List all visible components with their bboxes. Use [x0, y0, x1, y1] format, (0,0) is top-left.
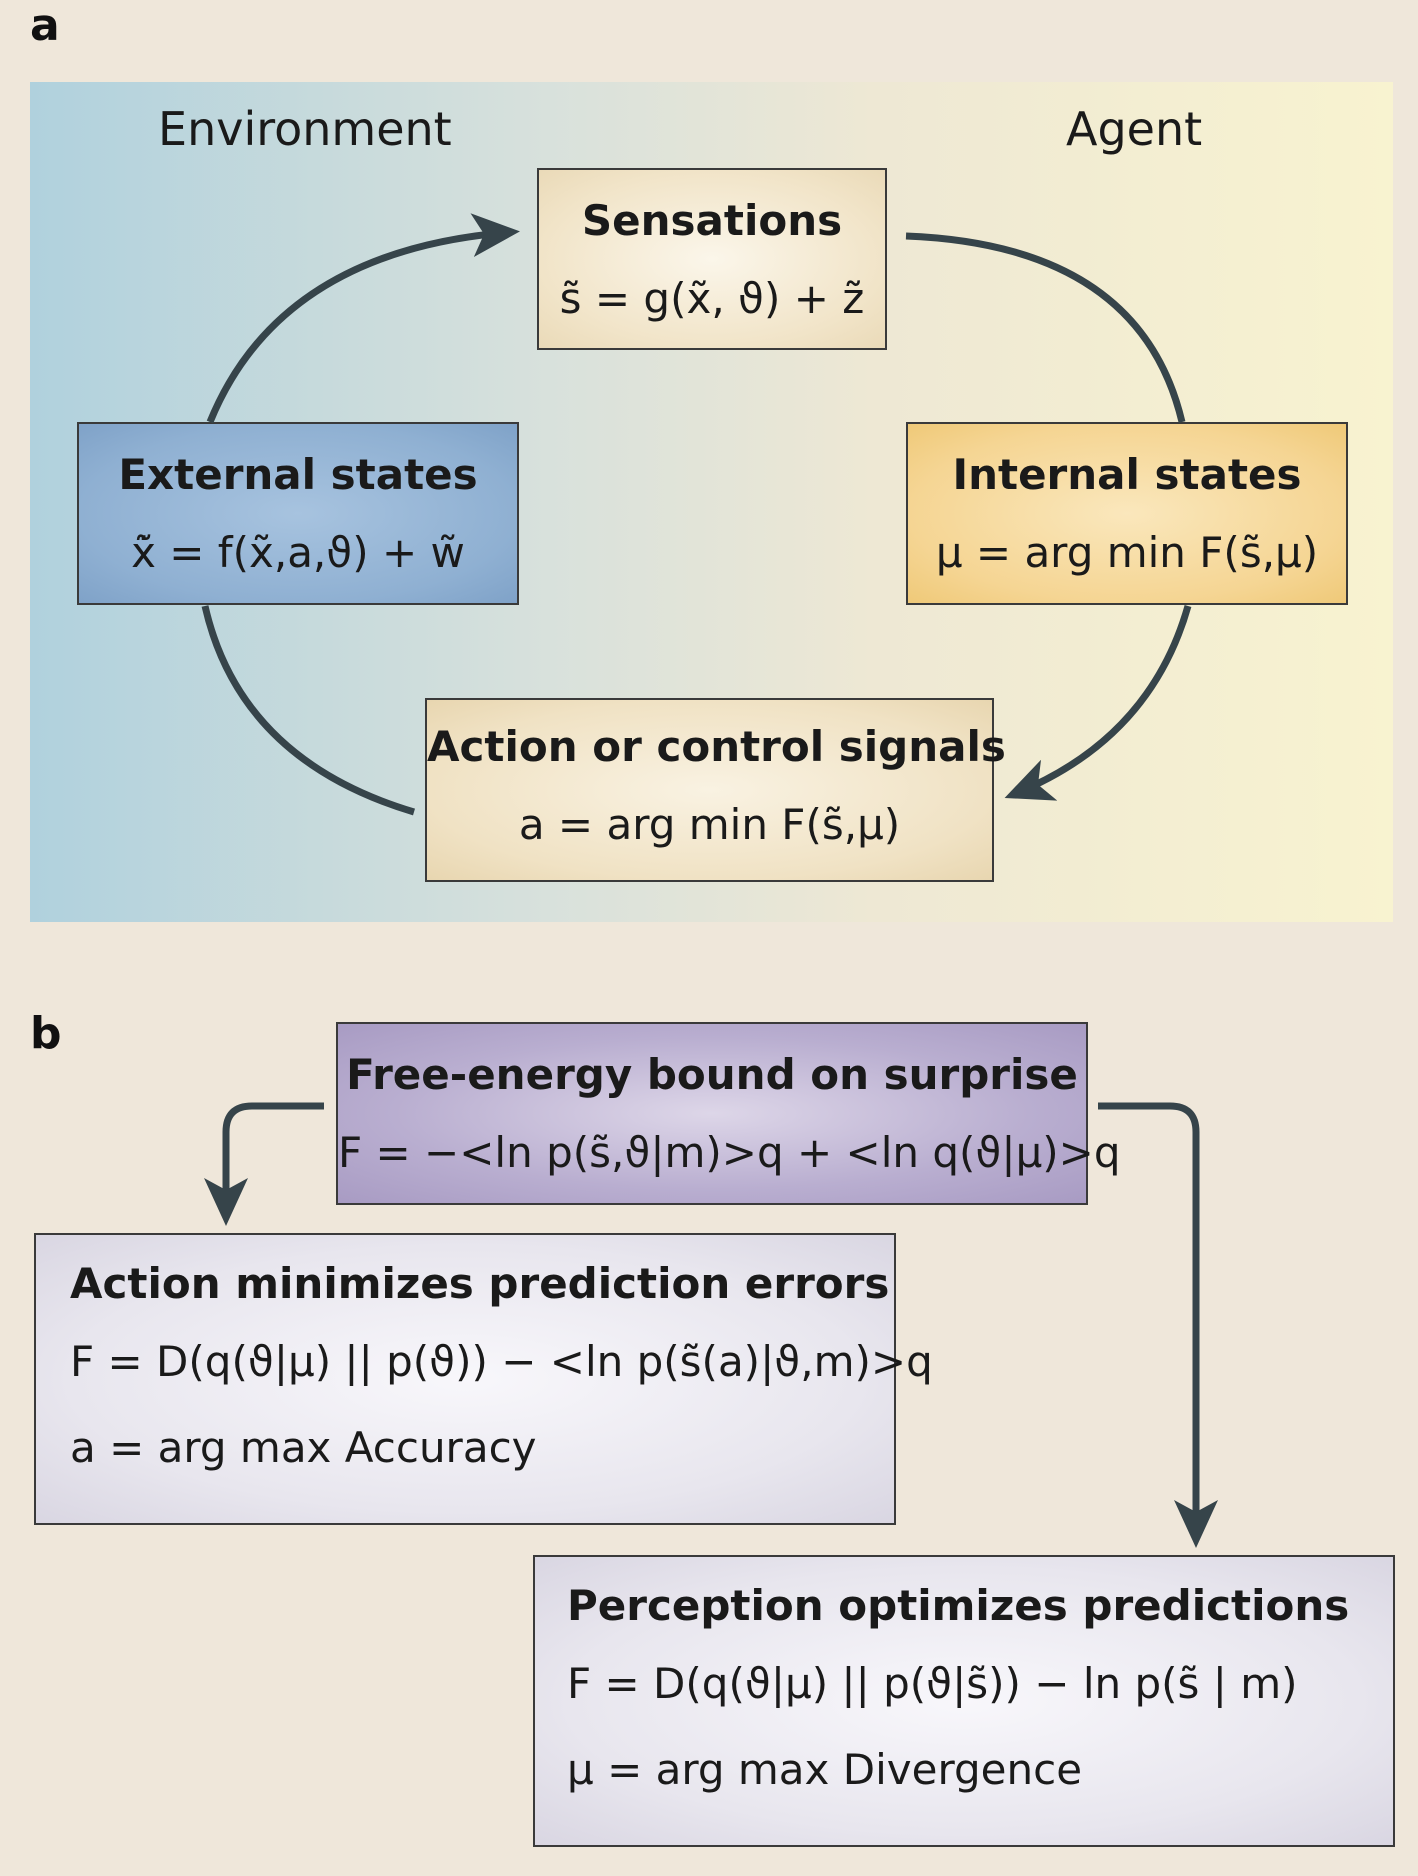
- sensations-equation: s̃ = g(x̃, ϑ) + z̃: [559, 274, 865, 323]
- action-signals-box: Action or control signals a = arg min F(…: [425, 698, 1006, 882]
- internal-states-box: Internal states μ = arg min F(s̃,μ): [906, 422, 1348, 605]
- external-states-equation: x̃̇ = f(x̃,a,ϑ) + w̃: [131, 528, 465, 577]
- internal-states-equation: μ = arg min F(s̃,μ): [935, 528, 1319, 577]
- perception-optimizes-title: Perception optimizes predictions: [567, 1581, 1350, 1630]
- action-minimizes-objective: a = arg max Accuracy: [70, 1423, 537, 1472]
- arrow-action-to-external: [201, 605, 416, 816]
- arrow-free-energy-to-perception: [1098, 1102, 1218, 1548]
- sensations-title: Sensations: [581, 196, 843, 245]
- perception-optimizes-box: Perception optimizes predictions F = D(q…: [533, 1555, 1395, 1847]
- environment-label: Environment: [158, 102, 452, 156]
- free-energy-box: Free-energy bound on surprise F = −<ln p…: [336, 1022, 1121, 1205]
- arrow-free-energy-to-action: [204, 1102, 324, 1226]
- perception-optimizes-equation: F = D(q(ϑ|μ) || p(ϑ|s̃)) − ln p(s̃ | m): [567, 1659, 1298, 1708]
- panel-a-letter: a: [30, 0, 60, 51]
- arrow-sensations-to-internal: [905, 232, 1186, 423]
- action-minimizes-equation: F = D(q(ϑ|μ) || p(ϑ)) − <ln p(s̃(a)|ϑ,m)…: [70, 1337, 933, 1386]
- panel-b-letter: b: [30, 1008, 62, 1059]
- action-minimizes-title: Action minimizes prediction errors: [70, 1259, 890, 1308]
- agent-label: Agent: [1066, 102, 1203, 156]
- sensations-box: Sensations s̃ = g(x̃, ϑ) + z̃: [537, 168, 887, 350]
- action-minimizes-box: Action minimizes prediction errors F = D…: [34, 1233, 933, 1525]
- action-signals-title: Action or control signals: [427, 722, 1006, 771]
- action-signals-equation: a = arg min F(s̃,μ): [518, 800, 901, 849]
- free-energy-equation: F = −<ln p(s̃,ϑ|m)>q + <ln q(ϑ|μ)>q: [338, 1128, 1121, 1177]
- arrow-internal-to-action: [1004, 605, 1192, 801]
- internal-states-title: Internal states: [952, 450, 1302, 499]
- external-states-box: External states x̃̇ = f(x̃,a,ϑ) + w̃: [77, 422, 519, 605]
- external-states-title: External states: [118, 450, 478, 499]
- arrow-external-to-sensations: [206, 213, 520, 424]
- free-energy-title: Free-energy bound on surprise: [346, 1050, 1078, 1099]
- perception-optimizes-objective: μ = arg max Divergence: [567, 1745, 1083, 1794]
